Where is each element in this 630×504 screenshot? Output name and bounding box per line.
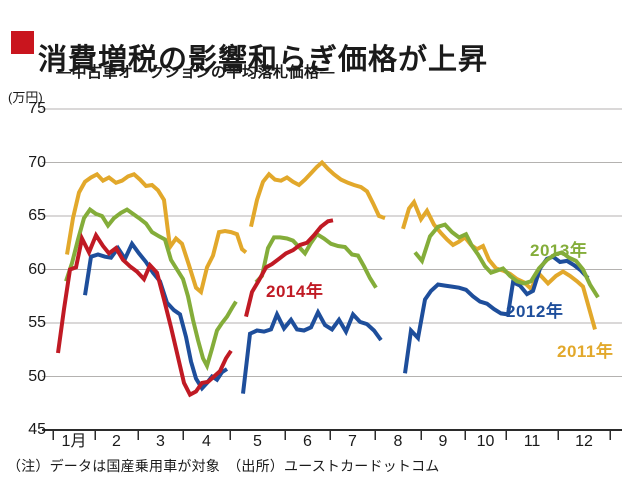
- series-line-2013: [413, 222, 600, 299]
- series-line-2011: [401, 198, 597, 330]
- series-label-2012: 2012年: [506, 302, 564, 321]
- series-line-2014: [244, 218, 334, 318]
- x-axis-label: 8: [393, 433, 403, 450]
- series-line-2012: [241, 307, 383, 394]
- source-note: （注）データは国産乗用車が対象 （出所）ユーストカードットコム: [7, 458, 440, 474]
- y-axis-label: 55: [28, 314, 46, 331]
- y-axis-label: 70: [28, 153, 46, 171]
- x-axis-label: 5: [253, 433, 262, 450]
- x-axis-label: 6: [303, 433, 312, 450]
- series-line-2014: [56, 231, 233, 398]
- series-label-2011: 2011年: [557, 342, 614, 361]
- x-axis-label: 4: [202, 433, 211, 450]
- x-axis-label: 12: [575, 433, 593, 450]
- series-label-2013: 2013年: [530, 241, 588, 260]
- series-label-2014: 2014年: [266, 282, 324, 301]
- x-axis-label: 2: [112, 433, 121, 450]
- title-bullet-icon: [11, 31, 34, 54]
- x-axis-label: 7: [348, 433, 357, 450]
- series-line-2013: [254, 231, 378, 289]
- y-axis-label: 50: [28, 367, 46, 385]
- series-line-2011: [249, 159, 386, 228]
- x-axis-label: 3: [156, 433, 165, 450]
- y-axis-label: 60: [28, 260, 46, 278]
- series-line-2011: [65, 171, 248, 296]
- y-axis-unit-label: (万円): [8, 90, 43, 105]
- x-axis-label: 11: [523, 433, 541, 450]
- series-line-2013: [64, 206, 238, 372]
- y-axis-label: 75: [28, 100, 46, 117]
- x-axis-label: 10: [476, 433, 495, 450]
- x-axis-label: 1月: [61, 433, 87, 450]
- page-title: 消費増税の影響和らぎ価格が上昇: [38, 44, 489, 77]
- y-axis-label: 45: [28, 421, 46, 438]
- y-axis-label: 65: [28, 207, 46, 224]
- x-axis-label: 9: [438, 433, 448, 450]
- series-line-2012: [403, 254, 590, 374]
- page-subtitle: ―中古車オークションの平均落札価格―: [56, 64, 336, 81]
